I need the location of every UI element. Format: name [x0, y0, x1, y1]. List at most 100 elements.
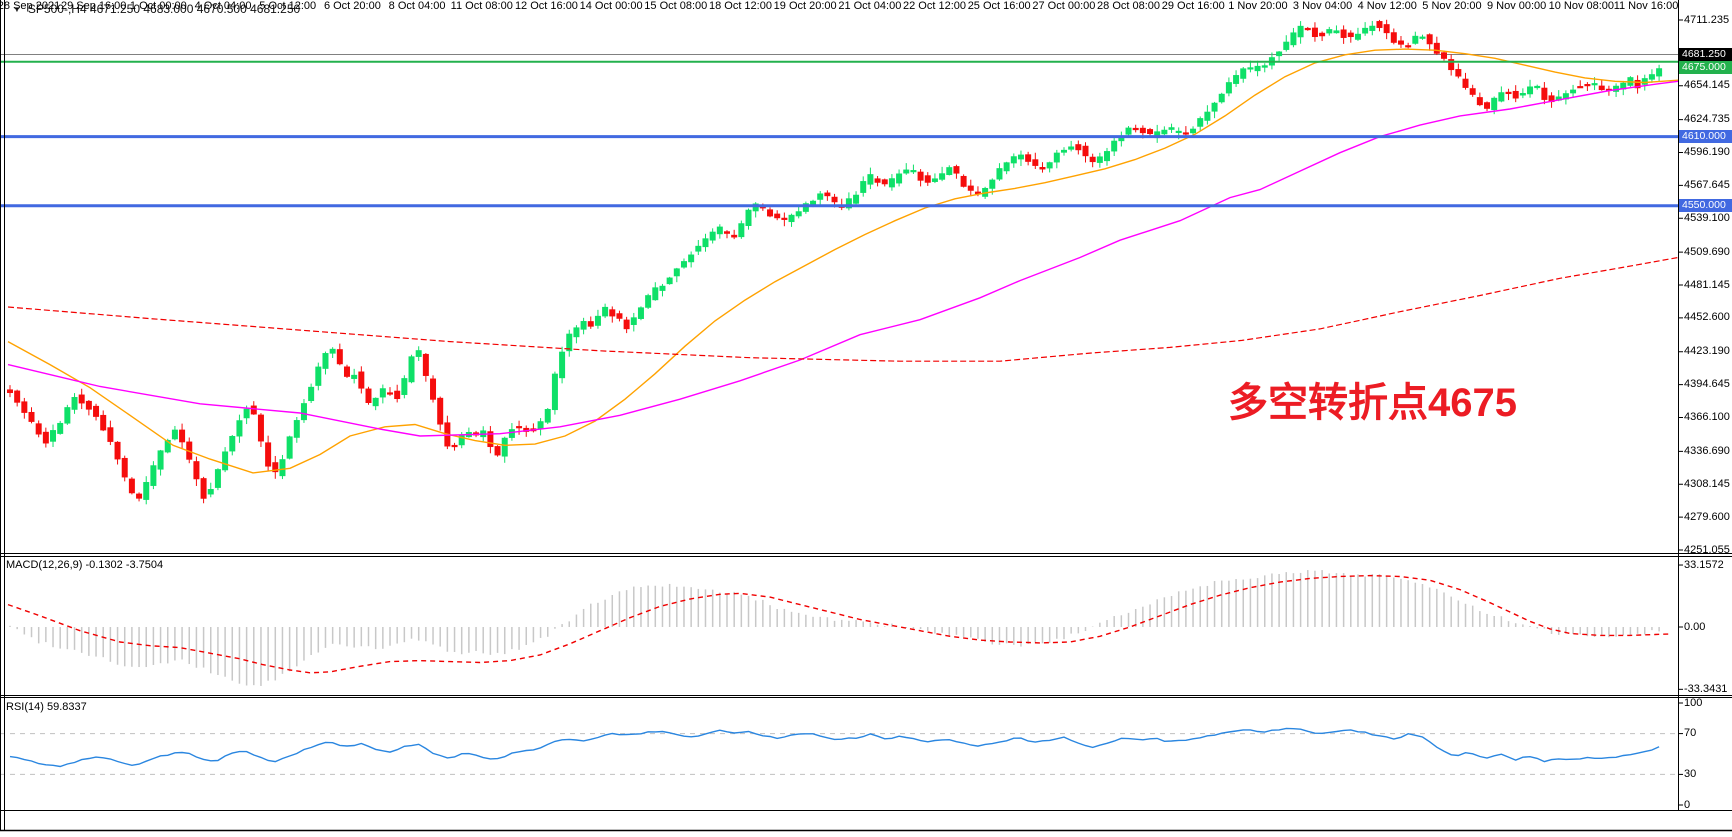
candle	[695, 245, 702, 252]
candle	[143, 482, 150, 500]
candle	[1139, 127, 1146, 134]
price-axis-label: 4654.145	[1684, 79, 1730, 92]
candle	[250, 405, 257, 415]
candle	[967, 185, 974, 191]
candle	[508, 429, 515, 438]
candle	[637, 307, 644, 319]
candle	[1390, 32, 1397, 43]
rsi-axis-label: 30	[1684, 767, 1697, 780]
candle	[85, 400, 92, 410]
candle	[573, 327, 580, 338]
candle	[745, 209, 752, 226]
candle	[100, 414, 107, 431]
candle	[229, 435, 236, 452]
candle	[946, 167, 953, 175]
candle	[1369, 25, 1376, 31]
candle	[903, 169, 910, 174]
candle	[1362, 27, 1369, 34]
price-axis-label: 4251.055	[1684, 543, 1730, 556]
candle	[666, 277, 673, 285]
candle	[544, 408, 551, 423]
candle	[422, 353, 429, 376]
candle	[7, 389, 13, 394]
price-axis-label: 4308.145	[1684, 477, 1730, 490]
candle	[1125, 127, 1132, 135]
candle	[537, 421, 544, 429]
candle	[1039, 167, 1046, 170]
candle	[272, 462, 279, 473]
candle	[1484, 102, 1491, 109]
candle	[358, 371, 365, 389]
candle	[214, 469, 221, 488]
time-axis-label: 19 Oct 20:00	[773, 0, 837, 12]
candle	[1304, 27, 1311, 31]
candle	[1111, 140, 1118, 152]
candle	[874, 178, 881, 183]
candle	[989, 179, 996, 189]
candle	[652, 287, 659, 301]
time-axis-label: 28 Oct 08:00	[1097, 0, 1161, 12]
ma-line-ma-medium	[7, 80, 1679, 437]
rsi-indicator-label: RSI(14) 59.8337	[6, 701, 87, 713]
candlestick-series[interactable]	[7, 19, 1663, 505]
candle	[1405, 45, 1412, 48]
candle	[1347, 32, 1354, 38]
candle	[788, 214, 795, 223]
macd-axis-label: 33.1572	[1684, 558, 1724, 571]
candle	[1182, 132, 1189, 135]
candle	[1233, 75, 1240, 84]
candle	[279, 459, 286, 477]
time-axis-label: 4 Nov 12:00	[1357, 0, 1417, 12]
candle	[917, 171, 924, 181]
time-axis-label: 15 Oct 08:00	[644, 0, 708, 12]
candle	[609, 309, 616, 317]
candle	[709, 231, 716, 241]
candle	[1584, 84, 1591, 87]
candle	[1656, 68, 1663, 77]
level-4550-badge: 4550.000	[1679, 199, 1732, 213]
chart-text-annotation[interactable]: 多空转折点4675	[1228, 381, 1517, 425]
symbol-dropdown-icon[interactable]: ▼	[13, 5, 21, 14]
candle	[1455, 69, 1462, 77]
candle	[64, 407, 71, 424]
price-axis-label: 4596.190	[1684, 146, 1730, 158]
candle	[974, 191, 981, 195]
candle	[408, 356, 415, 383]
level-4675-badge: 4675.000	[1679, 61, 1732, 75]
candle	[1190, 128, 1197, 134]
price-axis-label: 4366.100	[1684, 411, 1730, 423]
candle	[236, 420, 243, 437]
price-axis-label: 4567.645	[1684, 178, 1730, 191]
candle	[42, 431, 49, 444]
candle	[257, 414, 264, 442]
candle	[157, 450, 164, 470]
rsi-axis-label: 70	[1684, 727, 1697, 740]
time-axis-label: 18 Oct 12:00	[708, 0, 772, 12]
candle	[831, 196, 838, 203]
candle	[50, 430, 57, 442]
candle	[487, 431, 494, 448]
candle	[1060, 149, 1067, 153]
candle	[315, 366, 322, 386]
candle	[781, 217, 788, 220]
candle	[616, 313, 623, 319]
candle	[222, 451, 229, 471]
candle	[1240, 68, 1247, 79]
candle	[1147, 129, 1154, 135]
candle	[114, 441, 121, 460]
candle	[1634, 79, 1641, 89]
candle	[401, 378, 408, 395]
time-axis-label: 1 Oct 00:00	[129, 0, 187, 12]
time-axis-label: 27 Oct 00:00	[1032, 0, 1096, 12]
candle	[673, 268, 680, 277]
candle	[21, 401, 28, 413]
candle	[128, 478, 135, 494]
candle	[136, 493, 143, 499]
candle	[1068, 146, 1075, 150]
candle	[1326, 29, 1333, 34]
candle	[1641, 78, 1648, 85]
candle	[121, 457, 128, 478]
candle	[817, 193, 824, 200]
candle	[1354, 33, 1361, 40]
